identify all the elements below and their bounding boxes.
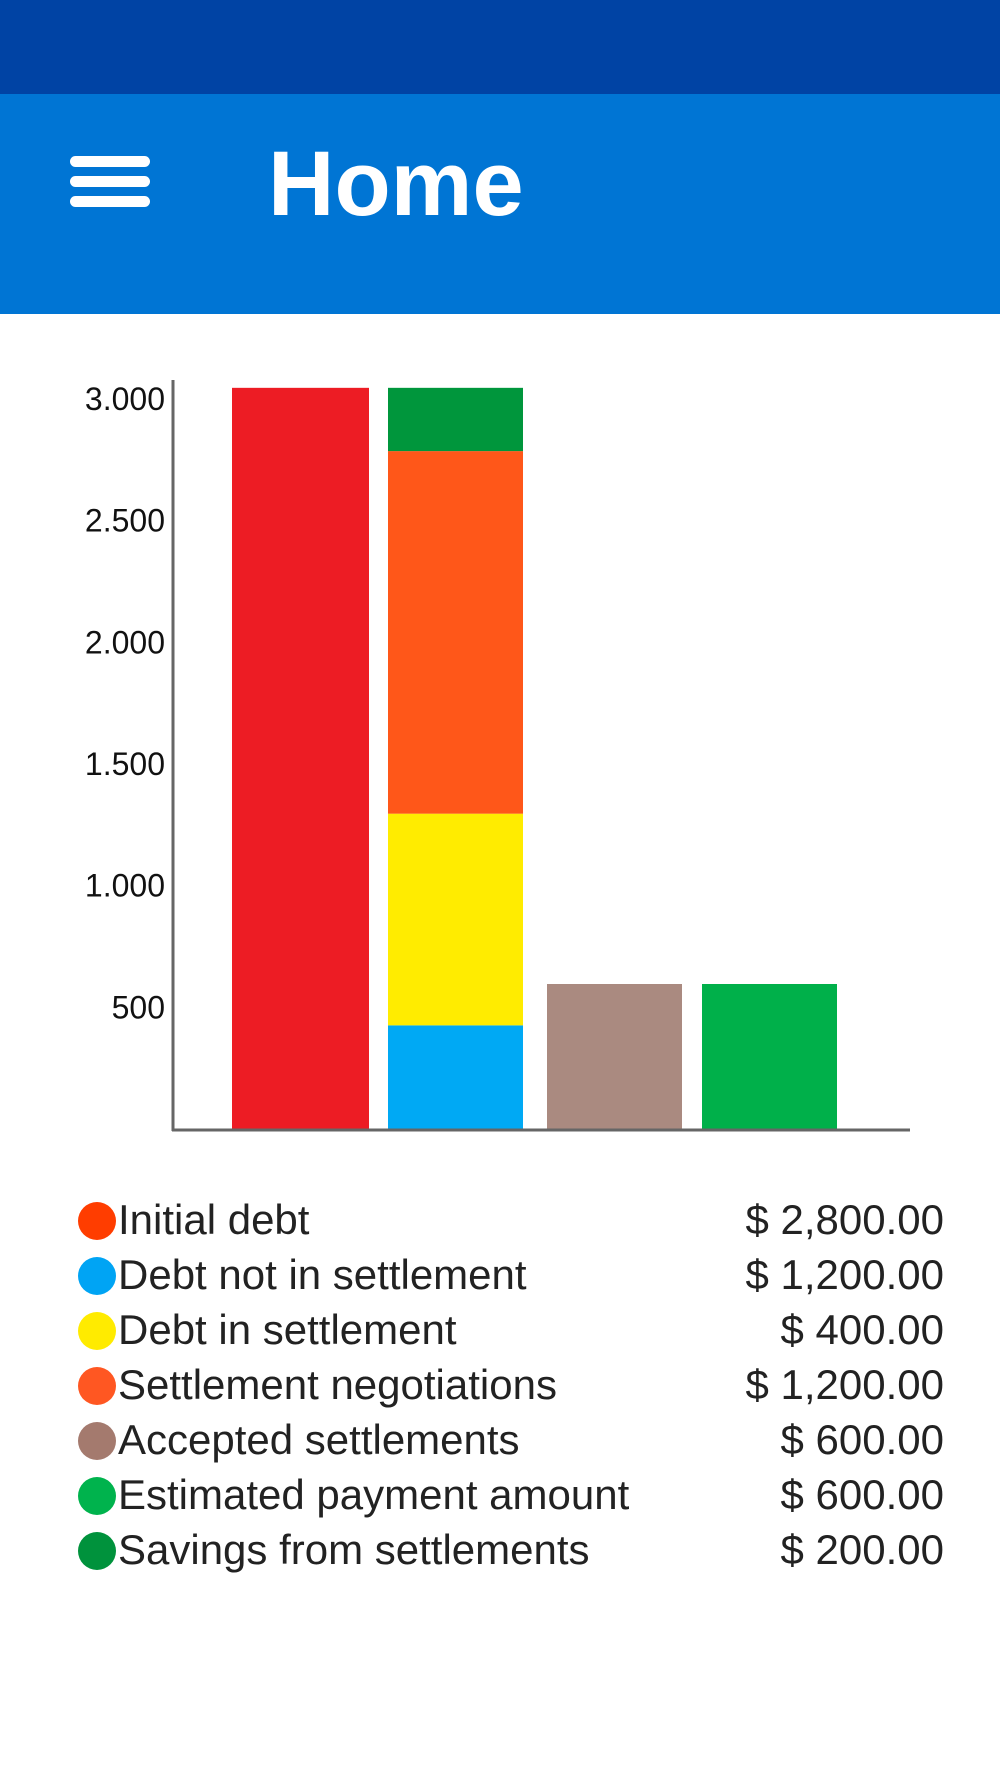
y-tick-label: 1.500	[85, 746, 165, 782]
legend-dot-icon	[78, 1532, 116, 1570]
chart-legend: Initial debt $ 2,800.00 Debt not in settle…	[74, 1190, 944, 1575]
legend-dot-icon	[78, 1312, 116, 1350]
legend-value: $ 1,200.00	[745, 1251, 944, 1298]
bar-0-segment-0	[232, 387, 369, 1130]
bar-2-segment-0	[547, 984, 682, 1130]
y-tick-label: 2.000	[85, 624, 165, 660]
bar-1-segment-3	[388, 387, 523, 452]
bar-1-segment-0	[388, 1025, 523, 1130]
bar-3-segment-0	[702, 984, 837, 1130]
legend-value: $ 400.00	[780, 1306, 945, 1353]
legend-label: Debt not in settlement	[118, 1251, 527, 1298]
status-bar	[0, 0, 1000, 94]
legend-label: Settlement negotiations	[118, 1361, 557, 1408]
legend-label: Debt in settlement	[118, 1306, 457, 1353]
legend-item: Debt not in settlement $ 1,200.00	[74, 1245, 944, 1300]
legend-item: Debt in settlement $ 400.00	[74, 1300, 944, 1355]
legend-value: $ 600.00	[780, 1471, 945, 1518]
bar-1-segment-2	[388, 451, 523, 814]
legend-label: Savings from settlements	[118, 1526, 590, 1573]
legend-item: Savings from settlements $ 200.00	[74, 1520, 944, 1575]
y-tick-label: 500	[112, 989, 165, 1025]
legend-label: Accepted settlements	[118, 1416, 520, 1463]
legend-dot-icon	[78, 1367, 116, 1405]
page-title: Home	[268, 133, 524, 235]
legend-dot-icon	[78, 1202, 116, 1240]
hamburger-menu-icon[interactable]	[64, 150, 156, 214]
legend-value: $ 600.00	[780, 1416, 945, 1463]
legend-item: Settlement negotiations $ 1,200.00	[74, 1355, 944, 1410]
y-tick-label: 1.000	[85, 868, 165, 904]
bar-1-segment-1	[388, 813, 523, 1026]
legend-value: $ 200.00	[780, 1526, 945, 1573]
legend-value: $ 2,800.00	[745, 1196, 944, 1243]
legend-dot-icon	[78, 1257, 116, 1295]
legend-item: Estimated payment amount $ 600.00	[74, 1465, 944, 1520]
app-bar	[0, 94, 1000, 314]
menu-line	[70, 176, 150, 187]
legend-item: Initial debt $ 2,800.00	[74, 1190, 944, 1245]
legend-label: Initial debt	[118, 1196, 310, 1243]
legend-item: Accepted settlements $ 600.00	[74, 1410, 944, 1465]
menu-line	[70, 156, 150, 167]
legend-value: $ 1,200.00	[745, 1361, 944, 1408]
legend-label: Estimated payment amount	[118, 1471, 630, 1518]
menu-line	[70, 196, 150, 207]
debt-chart: 500 1.000 1.500 2.000 2.500 3.000	[85, 380, 910, 1132]
legend-dot-icon	[78, 1422, 116, 1460]
y-tick-label: 2.500	[85, 503, 165, 539]
legend-dot-icon	[78, 1477, 116, 1515]
y-tick-label: 3.000	[85, 381, 165, 417]
